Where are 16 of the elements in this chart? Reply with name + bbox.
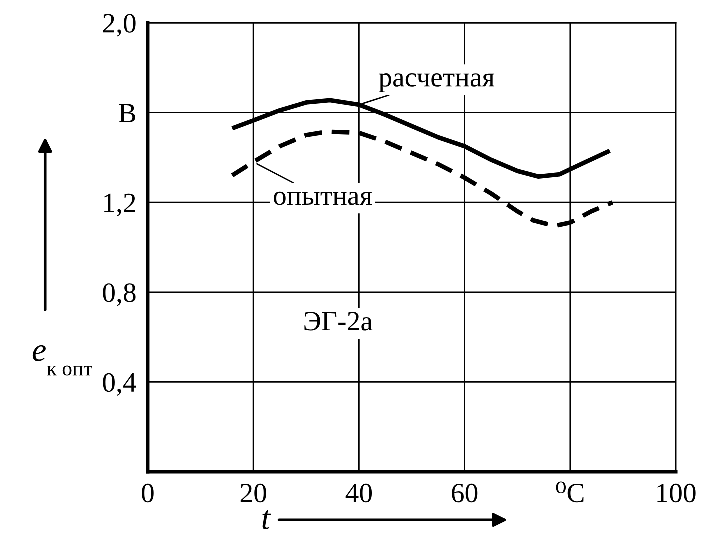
y-tick-label: 1,2 <box>104 194 136 217</box>
series-label: опытная <box>274 192 372 206</box>
y-tick-label: В <box>119 104 136 123</box>
x-tick-label: 0 <box>142 484 154 503</box>
x-tick-label: ⁰C <box>556 482 584 503</box>
y-tick-label: 0,4 <box>103 373 136 396</box>
x-tick-label: 100 <box>658 484 696 503</box>
y-tick-label: 2,0 <box>103 14 136 37</box>
y-tick-label: 0,8 <box>103 284 136 306</box>
x-tick-label: 40 <box>346 484 372 503</box>
annotation: ЭГ-2а <box>304 312 373 331</box>
legend-label: расчетная <box>379 74 495 93</box>
x-axis-title: t <box>262 510 272 530</box>
x-tick-label: 60 <box>452 484 478 503</box>
x-tick-label: 20 <box>240 484 266 503</box>
y-axis-title: eк опт <box>32 345 92 376</box>
